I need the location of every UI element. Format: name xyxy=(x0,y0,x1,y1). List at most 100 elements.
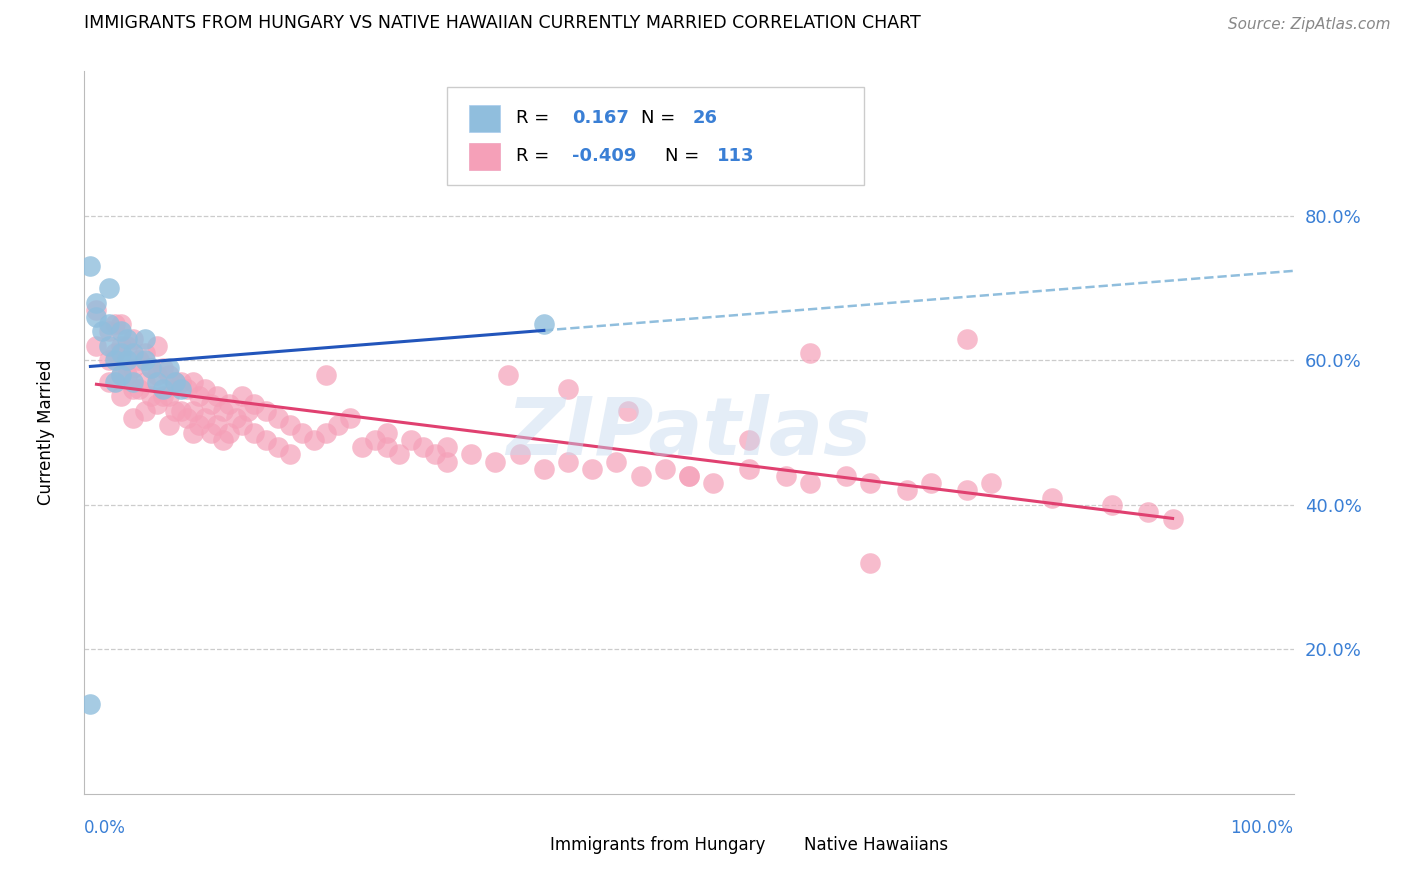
Point xyxy=(121,346,143,360)
Text: 0.167: 0.167 xyxy=(572,109,628,127)
Point xyxy=(231,389,253,403)
Point xyxy=(254,433,277,447)
Point xyxy=(533,318,555,332)
Text: 26: 26 xyxy=(693,109,717,127)
Point xyxy=(291,425,314,440)
Point xyxy=(97,353,120,368)
Point xyxy=(134,353,156,368)
Point xyxy=(194,382,217,396)
Point xyxy=(165,404,187,418)
Point xyxy=(302,433,325,447)
Point xyxy=(110,318,132,332)
Point xyxy=(1040,491,1063,505)
Point xyxy=(121,360,143,375)
Point xyxy=(460,447,482,461)
Text: R =: R = xyxy=(516,147,550,165)
Text: 113: 113 xyxy=(717,147,754,165)
Point xyxy=(121,411,143,425)
Point xyxy=(423,447,446,461)
Point xyxy=(484,454,506,468)
Point xyxy=(104,346,127,360)
Point xyxy=(630,469,652,483)
Point xyxy=(170,382,193,396)
Point xyxy=(702,476,724,491)
Point xyxy=(97,318,120,332)
Point xyxy=(363,433,385,447)
Point xyxy=(207,389,229,403)
Point xyxy=(86,339,108,353)
FancyBboxPatch shape xyxy=(468,143,501,170)
Point xyxy=(104,353,127,368)
Point xyxy=(104,375,127,389)
Point xyxy=(152,389,174,403)
Point xyxy=(339,411,361,425)
Point xyxy=(218,425,240,440)
Point xyxy=(86,295,108,310)
Point xyxy=(254,404,277,418)
Point xyxy=(194,411,217,425)
Point xyxy=(170,404,193,418)
Point xyxy=(110,339,132,353)
Point xyxy=(278,418,301,433)
Point xyxy=(225,411,247,425)
Point xyxy=(352,440,374,454)
Point xyxy=(176,382,198,396)
Point xyxy=(388,447,411,461)
Text: N =: N = xyxy=(665,147,699,165)
Point xyxy=(97,339,120,353)
Point xyxy=(375,425,398,440)
Point xyxy=(557,454,579,468)
Point xyxy=(97,375,120,389)
Point xyxy=(86,302,108,317)
Point xyxy=(1101,498,1123,512)
Point xyxy=(157,368,180,382)
Point xyxy=(859,476,882,491)
Point xyxy=(678,469,700,483)
Point xyxy=(436,440,458,454)
Point xyxy=(654,462,676,476)
Point xyxy=(128,382,150,396)
Point xyxy=(1161,512,1184,526)
Point xyxy=(152,360,174,375)
Point xyxy=(115,339,138,353)
Point xyxy=(134,332,156,346)
Point xyxy=(110,325,132,339)
Point xyxy=(207,418,229,433)
Point xyxy=(581,462,603,476)
Point xyxy=(328,418,350,433)
Text: Currently Married: Currently Married xyxy=(37,359,55,506)
Point xyxy=(775,469,797,483)
Point xyxy=(157,389,180,403)
Point xyxy=(496,368,519,382)
Point xyxy=(134,375,156,389)
Point xyxy=(200,397,222,411)
Point xyxy=(533,462,555,476)
Point xyxy=(134,346,156,360)
Text: Native Hawaiians: Native Hawaiians xyxy=(804,836,948,855)
Point xyxy=(200,425,222,440)
Point xyxy=(121,332,143,346)
Point xyxy=(181,375,204,389)
Point xyxy=(146,339,169,353)
Point xyxy=(79,260,101,274)
Text: R =: R = xyxy=(516,109,550,127)
Point xyxy=(181,404,204,418)
FancyBboxPatch shape xyxy=(768,833,797,857)
Point xyxy=(956,332,979,346)
Text: -0.409: -0.409 xyxy=(572,147,636,165)
Text: Source: ZipAtlas.com: Source: ZipAtlas.com xyxy=(1227,17,1391,31)
Point xyxy=(79,697,101,711)
Point xyxy=(799,476,821,491)
Point xyxy=(110,389,132,403)
Point xyxy=(412,440,434,454)
Point xyxy=(231,418,253,433)
Point xyxy=(896,483,918,498)
Point xyxy=(115,368,138,382)
Point xyxy=(91,325,114,339)
Point xyxy=(799,346,821,360)
Point xyxy=(146,397,169,411)
Point xyxy=(165,375,187,389)
Point xyxy=(121,382,143,396)
Point xyxy=(188,389,211,403)
Point xyxy=(146,375,169,389)
